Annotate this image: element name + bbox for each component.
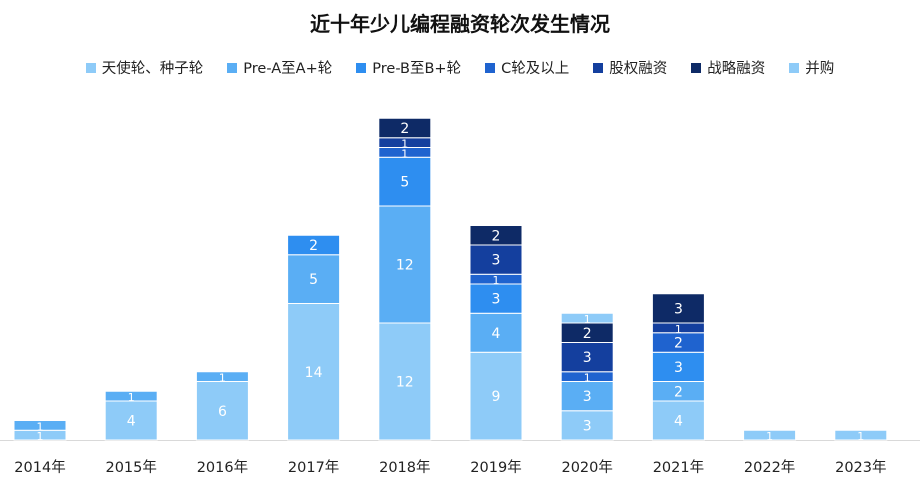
bar-segment [287, 303, 341, 441]
legend-swatch [485, 62, 496, 73]
data-label: 1 [219, 372, 226, 385]
data-label: 3 [583, 350, 592, 366]
legend-swatch [789, 62, 800, 73]
bar-segment [560, 410, 614, 441]
legend-label: Pre-A至A+轮 [243, 61, 333, 77]
legend-label: C轮及以上 [501, 61, 570, 77]
bar-segment [195, 371, 249, 382]
data-label: 2 [492, 228, 501, 244]
legend-label: Pre-B至B+轮 [372, 61, 462, 77]
bar-segment [378, 322, 432, 441]
data-label: 3 [674, 360, 683, 376]
legend-swatch [85, 62, 96, 73]
bar-segment [651, 400, 705, 441]
data-label: 2 [400, 121, 409, 137]
data-label: 2 [583, 326, 592, 342]
data-label: 3 [674, 301, 683, 317]
data-label: 12 [396, 258, 414, 274]
bar-segment [378, 205, 432, 324]
bar-segment [651, 293, 705, 324]
data-label: 12 [396, 375, 414, 391]
bar-segment [104, 390, 158, 402]
bar-segment [743, 429, 797, 441]
data-label: 4 [127, 414, 136, 430]
legend-item: 天使轮、种子轮 [85, 57, 204, 78]
bar-segment [378, 156, 432, 207]
legend-item: C轮及以上 [485, 57, 569, 78]
legend-swatch [356, 62, 367, 73]
bar-segment [13, 420, 67, 431]
bar-segment [195, 381, 249, 441]
data-label: 1 [675, 323, 682, 336]
bar-segment [469, 312, 523, 353]
data-label: 1 [857, 430, 864, 443]
x-tick-label: 2022年 [744, 459, 795, 476]
data-label: 2 [309, 238, 318, 254]
legend-item: 股权融资 [593, 57, 667, 78]
legend-label: 并购 [805, 61, 835, 77]
legend-item: 战略融资 [691, 57, 765, 78]
bar-segment [104, 400, 158, 441]
data-label: 2 [674, 336, 683, 352]
bar-segment [378, 117, 432, 139]
x-tick-label: 2017年 [288, 459, 339, 476]
data-label: 1 [401, 147, 408, 160]
x-tick-label: 2016年 [197, 459, 248, 476]
data-label: 5 [309, 272, 318, 288]
data-label: 3 [492, 253, 501, 269]
legend-label: 战略融资 [707, 61, 766, 77]
legend-swatch [593, 62, 604, 73]
data-label: 1 [37, 430, 44, 443]
legend-item: Pre-A至A+轮 [227, 57, 332, 78]
data-label: 4 [492, 326, 501, 342]
data-label: 5 [400, 175, 409, 191]
data-label: 1 [766, 430, 773, 443]
bar-segment [834, 429, 888, 441]
data-label: 3 [583, 389, 592, 405]
x-tick-label: 2019年 [470, 459, 521, 476]
data-label: 1 [584, 313, 591, 326]
legend-swatch [691, 62, 702, 73]
bar-segment [560, 312, 614, 324]
bar-segment [469, 351, 523, 441]
bar-segment [651, 351, 705, 382]
bar-segment [469, 283, 523, 314]
data-label: 1 [401, 138, 408, 151]
x-tick-label: 2018年 [379, 459, 430, 476]
data-label: 3 [492, 292, 501, 308]
bar-segment [469, 225, 523, 246]
bar-segment [560, 342, 614, 373]
legend-label: 股权融资 [609, 61, 668, 77]
data-label: 1 [128, 391, 135, 404]
legend-swatch [227, 62, 238, 73]
legend: 天使轮、种子轮 Pre-A至A+轮 Pre-B至B+轮 C轮及以上 股权融资 战略融资 并购 [0, 57, 920, 78]
x-tick-label: 2021年 [653, 459, 704, 476]
data-label: 3 [583, 418, 592, 434]
data-label: 14 [305, 365, 323, 381]
bar-segment [287, 234, 341, 256]
x-tick-label: 2015年 [105, 459, 156, 476]
data-label: 4 [674, 414, 683, 430]
chart-title: 近十年少儿编程融资轮次发生情况 [310, 12, 610, 36]
data-label: 1 [37, 420, 44, 433]
x-tick-label: 2020年 [561, 459, 612, 476]
data-label: 2 [674, 384, 683, 400]
legend-item: Pre-B至B+轮 [356, 57, 461, 78]
data-label: 1 [493, 274, 500, 287]
x-tick-label: 2023年 [835, 459, 886, 476]
data-label: 6 [218, 404, 227, 420]
bar-segment [287, 254, 341, 304]
data-label: 9 [492, 389, 501, 405]
legend-label: 天使轮、种子轮 [101, 61, 204, 77]
legend-item: 并购 [789, 57, 834, 78]
bar-segment [560, 381, 614, 412]
x-tick-label: 2014年 [14, 459, 65, 476]
data-label: 1 [584, 372, 591, 385]
